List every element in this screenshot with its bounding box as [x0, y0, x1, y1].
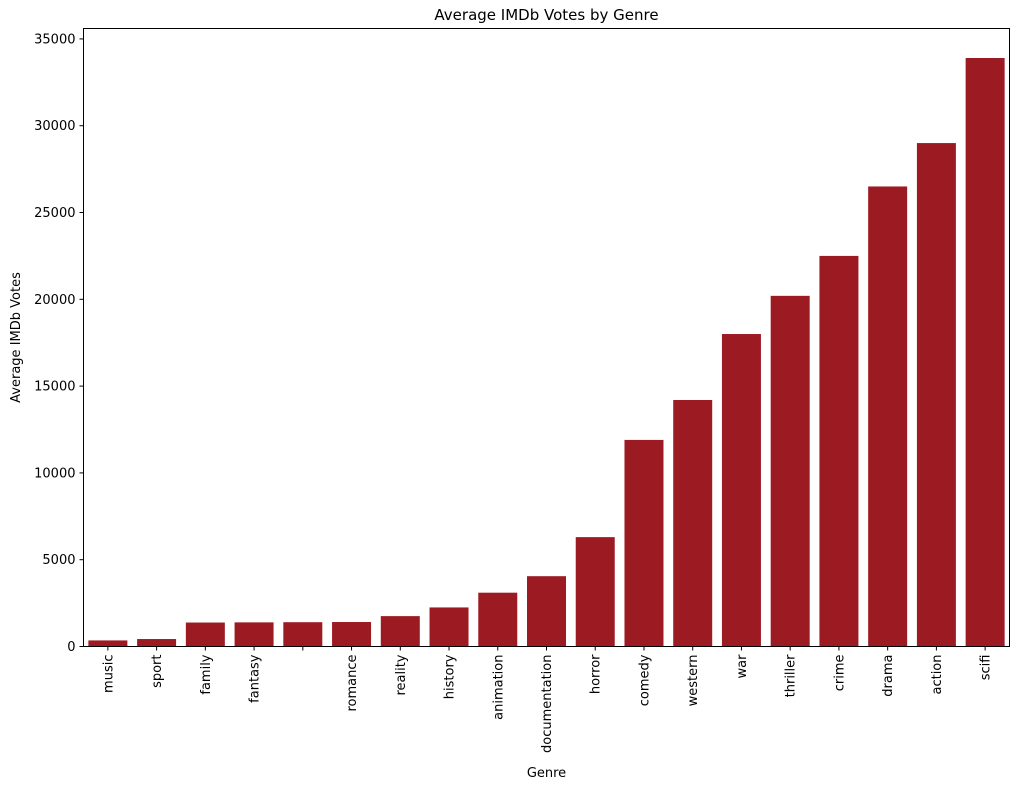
- y-tick-label: 25000: [34, 206, 75, 221]
- x-tick-label: fantasy: [248, 654, 263, 703]
- bar-action: [916, 143, 956, 647]
- y-tick-label: 30000: [34, 119, 75, 134]
- chart-title: Average IMDb Votes by Genre: [434, 6, 658, 24]
- x-tick-label: western: [686, 655, 701, 707]
- bar-history: [429, 607, 469, 647]
- x-tick-label: war: [735, 654, 750, 679]
- bar-thriller: [770, 295, 810, 647]
- y-tick-label: 0: [67, 640, 75, 655]
- y-axis-label: Average IMDb Votes: [9, 272, 24, 403]
- x-tick-label: family: [199, 654, 214, 694]
- x-tick-label: horror: [589, 654, 604, 694]
- x-tick-label: drama: [881, 655, 896, 697]
- y-tick-label: 35000: [34, 32, 75, 47]
- x-tick-label: sport: [150, 655, 165, 688]
- bar-documentation: [527, 576, 566, 647]
- bar-war: [721, 334, 761, 647]
- bar-romance: [332, 622, 372, 647]
- x-tick-label: reality: [394, 654, 409, 695]
- x-tick-label: scifi: [979, 655, 994, 681]
- x-tick-label: romance: [345, 655, 360, 712]
- bar-music: [88, 640, 128, 647]
- x-tick-label: animation: [491, 655, 506, 720]
- bars-group: [88, 58, 1005, 647]
- y-tick-label: 5000: [42, 553, 75, 568]
- bar-reality: [380, 616, 420, 647]
- x-tick-label: documentation: [540, 655, 555, 753]
- bar-family: [185, 622, 225, 647]
- x-tick-label: crime: [832, 654, 847, 691]
- plot-frame: [83, 28, 1010, 647]
- bar-comedy: [624, 439, 664, 647]
- x-tick-label: comedy: [637, 654, 652, 706]
- y-tick-label: 20000: [34, 293, 75, 308]
- bar-fantasy: [234, 622, 274, 647]
- bar-sport: [137, 639, 177, 647]
- bar-scifi: [965, 58, 1005, 647]
- x-axis-label: Genre: [527, 766, 566, 781]
- y-axis-ticks: 0 5000 10000 15000 20000 25000 30000 35000: [34, 32, 84, 655]
- bar-western: [673, 399, 713, 647]
- bar-unlabeled: [283, 622, 323, 647]
- bar-animation: [478, 592, 518, 647]
- x-tick-label: action: [930, 655, 945, 695]
- bar-horror: [575, 537, 615, 647]
- bar-crime: [819, 255, 859, 647]
- x-axis-ticks: music sport family fantasy romance reality his…: [101, 646, 994, 753]
- x-tick-label: thriller: [784, 654, 799, 698]
- x-tick-label: history: [443, 654, 458, 699]
- y-tick-label: 15000: [34, 380, 75, 395]
- bar-drama: [868, 186, 908, 647]
- x-tick-label: music: [101, 655, 116, 693]
- y-tick-label: 10000: [34, 466, 75, 481]
